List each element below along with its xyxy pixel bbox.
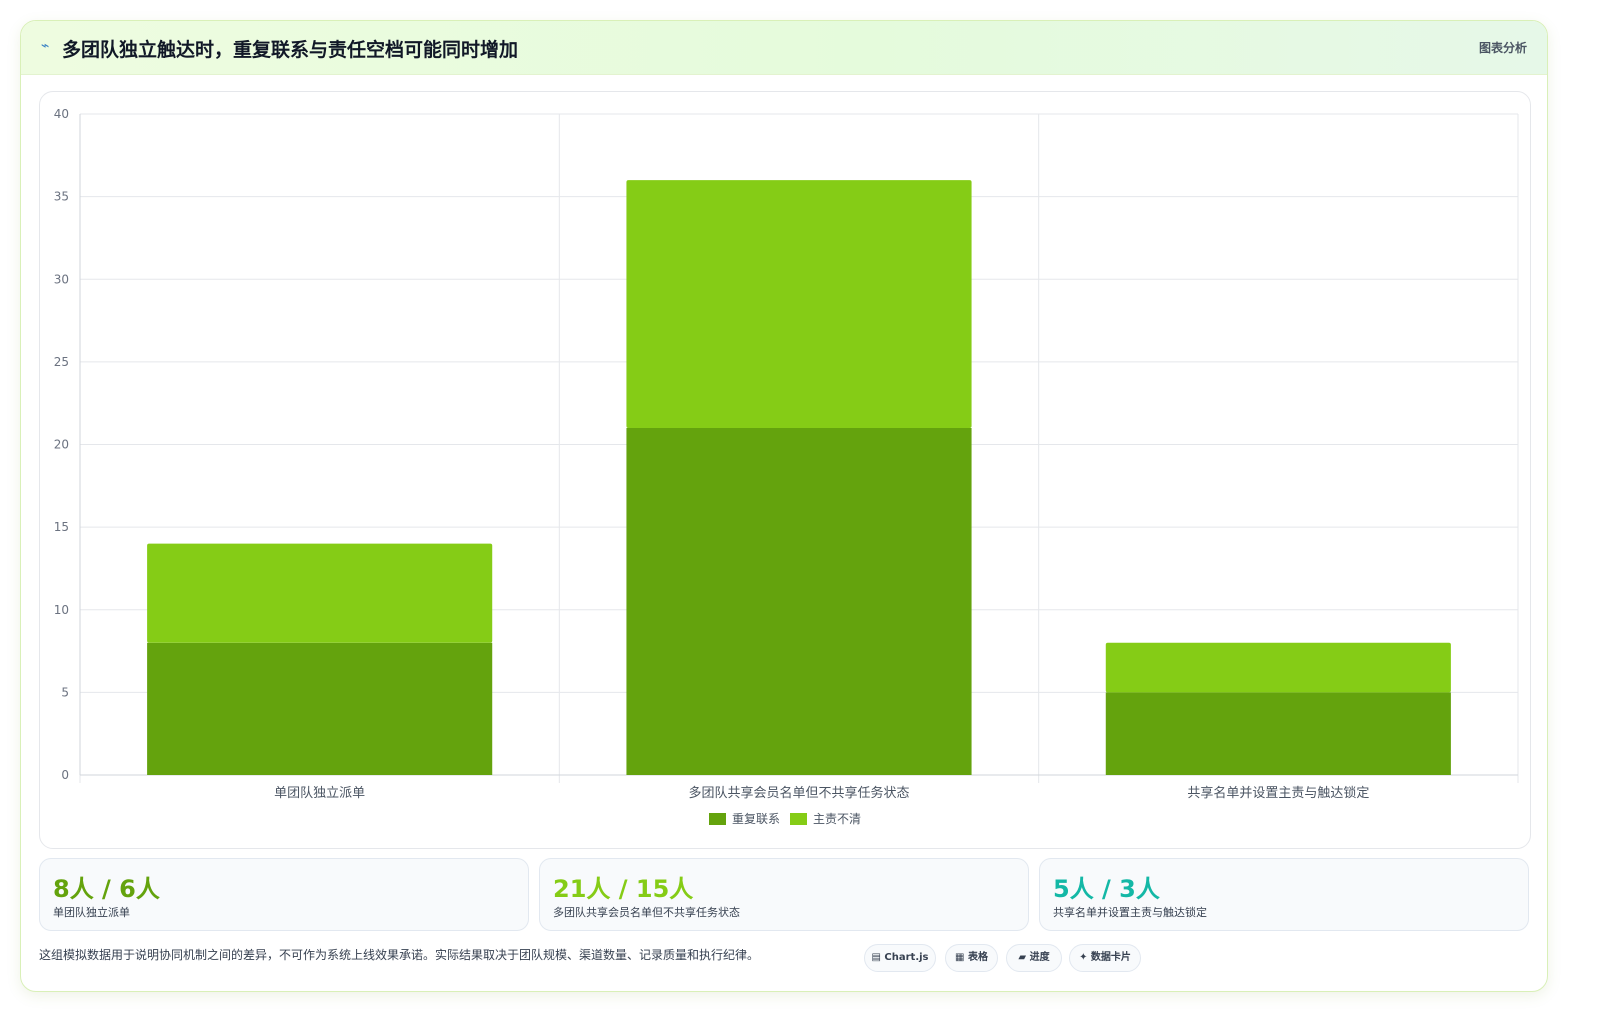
chart-analysis-tag: 图表分析 <box>1478 41 1527 55</box>
stat-card-multi-team: 21人 / 15人 多团队共享会员名单但不共享任务状态 <box>539 858 1029 931</box>
y-tick-label: 35 <box>54 190 69 204</box>
bar-segment <box>1105 692 1451 775</box>
y-tick-label: 40 <box>54 107 69 121</box>
y-tick-label: 0 <box>61 768 69 782</box>
x-tick-label: 单团队独立派单 <box>274 786 365 801</box>
bar-segment <box>1105 642 1451 693</box>
y-tick-label: 25 <box>54 355 69 369</box>
chart-card: ⌁ 多团队独立触达时，重复联系与责任空档可能同时增加 图表分析 0 5 10 15 20… <box>20 20 1548 992</box>
x-tick-label: 共享名单并设置主责与触达锁定 <box>1187 785 1369 801</box>
stat-value: 21人 / 15人 <box>553 875 694 903</box>
legend-label: 主责不清 <box>813 812 861 826</box>
legend-label: 重复联系 <box>732 812 780 826</box>
trend-icon: ⌁ <box>41 38 50 54</box>
stat-value: 8人 / 6人 <box>53 875 160 903</box>
x-tick-label: 多团队共享会员名单但不共享任务状态 <box>688 785 909 801</box>
card-title: 多团队独立触达时，重复联系与责任空档可能同时增加 <box>62 39 519 61</box>
y-tick-label: 30 <box>54 272 69 286</box>
stat-value: 5人 / 3人 <box>1053 875 1160 903</box>
stat-card-single-team: 8人 / 6人 单团队独立派单 <box>39 858 529 931</box>
bar-segment <box>626 427 972 775</box>
stat-label: 多团队共享会员名单但不共享任务状态 <box>553 906 740 919</box>
chip-progress[interactable]: ▰ 进度 <box>1006 944 1062 972</box>
bar-segment <box>147 543 493 643</box>
bar-segment <box>626 180 972 428</box>
stat-label: 单团队独立派单 <box>53 906 130 919</box>
stat-card-shared-lock: 5人 / 3人 共享名单并设置主责与触达锁定 <box>1039 858 1529 931</box>
disclaimer-note: 这组模拟数据用于说明协同机制之间的差异，不可作为系统上线效果承诺。实际结果取决于… <box>39 948 760 962</box>
bar-segment <box>147 642 493 775</box>
legend-swatch <box>709 813 726 825</box>
chart-container: 0 5 10 15 20 25 30 35 40 单团队独立派单 多团队共享会员名单但不共享任务状态… <box>39 91 1531 849</box>
legend-swatch <box>790 813 807 825</box>
chip-chartjs[interactable]: ▤ Chart.js <box>864 944 936 972</box>
y-tick-label: 10 <box>54 603 69 617</box>
y-tick-label: 15 <box>54 520 69 534</box>
y-tick-label: 20 <box>54 438 69 452</box>
chip-data-card[interactable]: ✦ 数据卡片 <box>1069 944 1141 972</box>
y-tick-label: 5 <box>61 685 69 699</box>
stacked-bar-chart: 0 5 10 15 20 25 30 35 40 单团队独立派单 多团队共享会员名单但不共享任务状态… <box>54 107 1519 826</box>
chip-table[interactable]: ▦ 表格 <box>945 944 998 972</box>
stat-label: 共享名单并设置主责与触达锁定 <box>1053 906 1207 919</box>
card-header: ⌁ 多团队独立触达时，重复联系与责任空档可能同时增加 图表分析 <box>21 21 1547 75</box>
